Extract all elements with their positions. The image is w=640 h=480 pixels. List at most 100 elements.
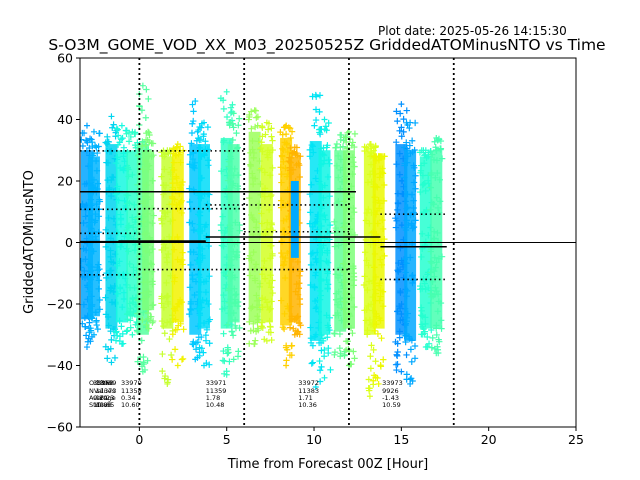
scatter-point (337, 144, 344, 151)
scatter-point (372, 374, 379, 381)
scatter-point (190, 108, 197, 115)
stat-label: Stdev (89, 401, 108, 409)
scatter-extreme-point (345, 128, 352, 369)
scatter-point (220, 330, 227, 337)
scatter-core-band (248, 131, 261, 323)
scatter-point (331, 330, 338, 338)
scatter-point (196, 136, 203, 144)
scatter-point (159, 350, 166, 358)
scatter-extreme-point (83, 122, 90, 351)
scatter-point (202, 331, 210, 339)
stat-value: 10.59 (382, 401, 401, 409)
scatter-point (236, 115, 243, 122)
scatter-point (229, 332, 237, 339)
scatter-point (173, 144, 180, 151)
scatter-point (96, 130, 103, 137)
scatter-extreme-point (337, 131, 344, 360)
scatter-point (408, 137, 416, 144)
scatter-point (316, 378, 324, 385)
scatter-point (286, 352, 294, 359)
scatter-point (325, 349, 332, 357)
stat-value: 33972 (298, 379, 319, 387)
scatter-point (254, 113, 262, 121)
scatter-core-band (105, 144, 118, 329)
scatter-point (114, 141, 122, 148)
scatter-point (233, 129, 240, 137)
scatter-point (400, 128, 407, 136)
scatter-point (403, 351, 410, 359)
scatter-point (327, 366, 334, 374)
scatter-core-band (115, 150, 128, 323)
y-tick-label: −60 (47, 420, 73, 435)
y-tick-label: 20 (57, 174, 73, 189)
scatter-extreme-point (223, 88, 230, 378)
scatter-point (418, 331, 425, 338)
scatter-point (120, 144, 128, 151)
scatter-extreme-point (118, 122, 125, 347)
scatter-series-3 (112, 122, 132, 347)
scatter-point (320, 353, 328, 360)
scatter-point (138, 337, 145, 344)
scatter-point (259, 124, 266, 131)
scatter-extreme-point (192, 98, 199, 363)
scatter-point (407, 346, 415, 353)
scatter-point (188, 129, 196, 137)
scatter-point (416, 149, 424, 156)
scatter-point (377, 363, 385, 370)
scatter-point (104, 355, 111, 362)
scatter-point (344, 129, 351, 137)
scatter-series-13 (245, 107, 264, 348)
scatter-core-band (198, 144, 210, 329)
scatter-point (246, 111, 253, 119)
scatter-point (319, 337, 327, 345)
scatter-point (431, 345, 439, 353)
scatter-point (365, 385, 372, 392)
scatter-point (146, 131, 153, 139)
y-tick-label: 0 (65, 235, 73, 250)
scatter-extreme-point (398, 101, 405, 375)
stat-label: NValues (89, 387, 116, 395)
y-tick-label: 60 (57, 51, 73, 66)
scatter-point (371, 327, 378, 335)
scatter-point (147, 313, 155, 320)
scatter-series-14 (257, 119, 277, 344)
scatter-point (400, 144, 408, 151)
scatter-point (223, 113, 231, 121)
stat-value: 11358 (121, 387, 142, 395)
axis-ticks: 0 5 10 15 20 25 −60 −40 −20 0 20 40 60 (47, 51, 584, 448)
scatter-point (311, 122, 318, 129)
scatter-point (309, 93, 316, 100)
scatter-point (394, 348, 401, 356)
scatter-point (367, 365, 375, 372)
scatter-point (324, 142, 331, 149)
x-axis-label: Time from Forecast 00Z [Hour] (227, 457, 429, 472)
scatter-point (429, 334, 436, 342)
scatter-point (190, 117, 197, 125)
scatter-point (224, 346, 232, 353)
scatter-point (123, 130, 130, 138)
scatter-point (408, 358, 415, 366)
scatter-point (180, 326, 187, 333)
scatter-point (258, 323, 265, 330)
x-tick-label: 5 (223, 432, 231, 447)
scatter-point (336, 344, 343, 352)
scatter-extreme-point (108, 113, 115, 366)
scatter-point (250, 326, 257, 334)
y-axis-label: GriddedATOMinusNTO (22, 170, 37, 314)
scatter-extreme-point (291, 144, 298, 338)
scatter-point (370, 377, 377, 384)
scatter-point (143, 86, 150, 93)
scatter-point (192, 346, 200, 353)
scatter-point (145, 138, 153, 146)
scatter-point (393, 108, 400, 115)
scatter-extreme-point (422, 147, 429, 351)
scatter-point (378, 334, 385, 342)
scatter-point (351, 130, 359, 138)
scatter-point (190, 338, 197, 346)
scatter-point (124, 327, 131, 334)
x-tick-label: 10 (306, 432, 322, 447)
scatter-point (87, 338, 94, 345)
stat-value: -1.43 (382, 394, 399, 402)
y-tick-label: −40 (47, 358, 73, 373)
